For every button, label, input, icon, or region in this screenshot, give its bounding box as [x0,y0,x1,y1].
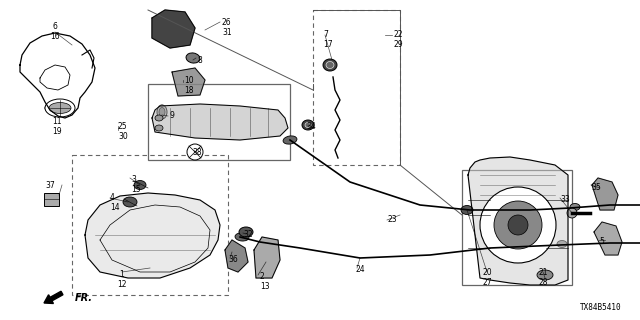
Text: TX84B5410: TX84B5410 [580,303,622,312]
Text: 26
31: 26 31 [222,18,232,37]
Polygon shape [592,178,618,210]
Bar [313,10,400,165]
Circle shape [494,201,542,249]
Polygon shape [85,193,220,278]
Ellipse shape [45,99,75,117]
Ellipse shape [305,123,311,127]
Text: 25
30: 25 30 [118,122,128,141]
Polygon shape [152,10,195,48]
Ellipse shape [557,241,567,247]
Circle shape [480,187,556,263]
Text: FR.: FR. [75,293,93,303]
Bar [462,170,572,285]
Ellipse shape [186,53,200,63]
Ellipse shape [570,204,580,211]
Ellipse shape [239,227,253,237]
Text: 34: 34 [306,122,316,131]
Ellipse shape [461,205,473,214]
Polygon shape [254,237,280,278]
Text: 32: 32 [243,230,253,239]
Ellipse shape [155,125,163,131]
Text: 23: 23 [388,215,397,224]
Ellipse shape [155,115,163,121]
Text: 35: 35 [591,183,601,192]
Polygon shape [594,222,622,255]
Ellipse shape [49,102,71,114]
Circle shape [508,215,528,235]
Text: 24: 24 [355,265,365,274]
Text: 4
14: 4 14 [110,193,120,212]
Text: 8: 8 [198,56,203,65]
Ellipse shape [123,197,137,207]
Text: 11
19: 11 19 [52,117,62,136]
Bar [44,193,59,206]
Text: 2
13: 2 13 [260,272,269,291]
Text: 36: 36 [228,255,237,264]
Ellipse shape [134,180,146,189]
Ellipse shape [159,108,165,116]
Ellipse shape [537,270,553,280]
Circle shape [187,144,203,160]
Text: 38: 38 [192,148,202,157]
Polygon shape [172,68,205,96]
Text: 1
12: 1 12 [117,270,127,289]
Polygon shape [468,157,568,285]
Ellipse shape [235,233,249,241]
Bar [148,84,290,160]
Ellipse shape [283,136,297,144]
Ellipse shape [323,59,337,71]
Ellipse shape [57,108,67,116]
Text: 21
28: 21 28 [538,268,548,287]
Ellipse shape [47,106,53,110]
Text: 33: 33 [560,195,570,204]
Text: 37: 37 [45,181,55,190]
Text: 22
29: 22 29 [393,30,403,49]
Bar [72,155,228,295]
Ellipse shape [59,110,65,114]
Circle shape [567,208,577,218]
Ellipse shape [157,105,167,119]
Text: 5: 5 [599,237,604,246]
Text: 9: 9 [170,111,175,120]
Text: 3
15: 3 15 [131,175,141,194]
Polygon shape [152,104,288,140]
Ellipse shape [45,105,55,111]
Ellipse shape [326,61,334,68]
Polygon shape [225,240,248,272]
FancyArrow shape [44,291,63,303]
Text: 6
16: 6 16 [50,22,60,41]
Ellipse shape [302,120,314,130]
Text: 7
17: 7 17 [323,30,333,49]
Text: 10
18: 10 18 [184,76,194,95]
Text: 20
27: 20 27 [482,268,492,287]
